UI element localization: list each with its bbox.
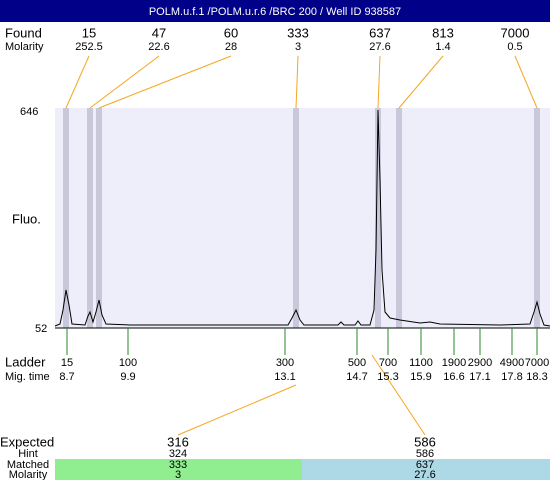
peak-band xyxy=(96,108,102,328)
mig-time-value: 13.1 xyxy=(274,371,295,383)
match-line xyxy=(177,384,297,436)
found-value: 813 xyxy=(432,25,454,40)
y-min: 52 xyxy=(35,323,47,335)
mig-time-value: 14.7 xyxy=(346,371,367,383)
peak-link xyxy=(89,55,160,109)
summary-hint: 324 xyxy=(169,448,187,460)
summary-label: Expected xyxy=(0,434,54,449)
mig-time-label: Mig. time xyxy=(5,371,50,383)
mig-time-value: 17.1 xyxy=(469,371,490,383)
found-value: 7000 xyxy=(501,25,530,40)
summary-label: Molarity xyxy=(9,469,48,480)
molarity-value: 1.4 xyxy=(435,41,450,53)
peak-band xyxy=(375,108,381,328)
ladder-value: 15 xyxy=(61,357,73,369)
peak-band xyxy=(63,108,69,328)
mig-time-value: 8.7 xyxy=(59,371,74,383)
mig-time-value: 9.9 xyxy=(120,371,135,383)
peak-link xyxy=(65,55,90,109)
ladder-value: 500 xyxy=(348,357,366,369)
peak-band xyxy=(534,108,540,328)
title-bar xyxy=(0,0,550,22)
summary-label: Hint xyxy=(18,448,38,460)
peak-band xyxy=(87,108,93,328)
summary-expected: 586 xyxy=(414,434,436,449)
found-value: 15 xyxy=(82,25,96,40)
match-line xyxy=(371,354,426,436)
summary-label: Matched xyxy=(7,459,49,471)
peak-link xyxy=(295,55,299,109)
summary-matched: 333 xyxy=(169,459,187,471)
molarity-value: 0.5 xyxy=(507,41,522,53)
molarity-value: 27.6 xyxy=(369,41,390,53)
peak-link xyxy=(98,55,232,109)
ladder-value: 100 xyxy=(119,357,137,369)
ladder-label: Ladder xyxy=(5,354,46,369)
mig-time-value: 15.3 xyxy=(377,371,398,383)
trace xyxy=(54,109,550,327)
ladder-value: 2900 xyxy=(468,357,492,369)
molarity-label: Molarity xyxy=(5,41,44,53)
mig-time-value: 18.3 xyxy=(526,371,547,383)
y-max: 646 xyxy=(20,106,38,118)
mig-time-value: 17.8 xyxy=(501,371,522,383)
y-label: Fluo. xyxy=(12,211,41,226)
summary-hint: 586 xyxy=(416,448,434,460)
ladder-value: 700 xyxy=(379,357,397,369)
found-value: 60 xyxy=(224,25,238,40)
peak-band xyxy=(293,108,299,328)
ladder-value: 1900 xyxy=(442,357,466,369)
found-value: 47 xyxy=(152,25,166,40)
molarity-value: 3 xyxy=(295,41,301,53)
ladder-value: 4900 xyxy=(500,357,524,369)
peak-link xyxy=(514,55,538,109)
plot-area xyxy=(55,108,550,328)
peak-band xyxy=(396,108,402,328)
matched-bar-1 xyxy=(55,459,302,480)
summary-expected: 316 xyxy=(167,434,189,449)
molarity-value: 252.5 xyxy=(75,41,103,53)
peak-link xyxy=(377,55,381,109)
ladder-value: 1100 xyxy=(409,357,433,369)
ladder-value: 7000 xyxy=(525,357,549,369)
molarity-value: 22.6 xyxy=(148,41,169,53)
ladder-value: 300 xyxy=(276,357,294,369)
peak-link xyxy=(398,55,444,109)
molarity-value: 28 xyxy=(225,41,237,53)
found-value: 333 xyxy=(287,25,309,40)
mig-time-value: 16.6 xyxy=(443,371,464,383)
found-label: Found xyxy=(5,25,42,40)
summary-matched: 637 xyxy=(416,459,434,471)
found-value: 637 xyxy=(369,25,391,40)
matched-bar-2 xyxy=(302,459,550,480)
summary-molarity: 3 xyxy=(175,469,181,480)
title: POLM.u.f.1 /POLM.u.r.6 /BRC 200 / Well I… xyxy=(149,6,401,18)
summary-molarity: 27.6 xyxy=(414,469,435,480)
mig-time-value: 15.9 xyxy=(410,371,431,383)
